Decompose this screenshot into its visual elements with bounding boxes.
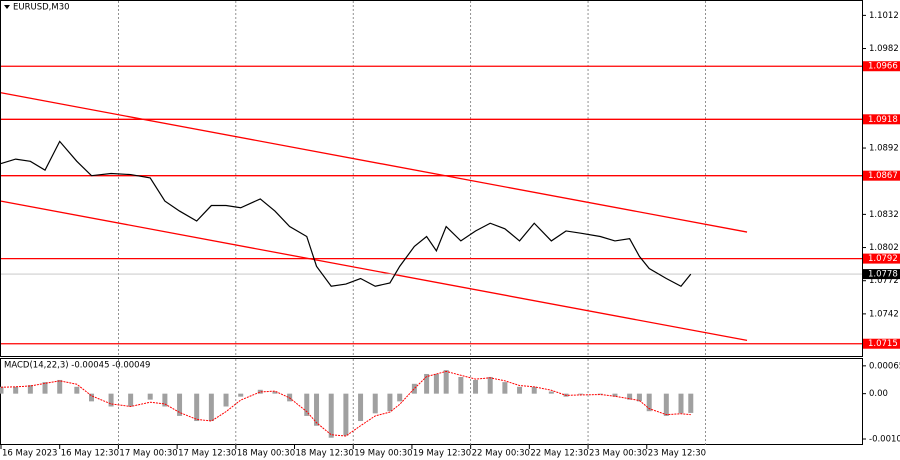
y-tick-label: 1.1012	[869, 11, 899, 21]
macd-bar	[517, 386, 523, 394]
macd-bar	[314, 393, 320, 426]
macd-bar	[636, 393, 642, 402]
macd-bar	[223, 393, 229, 407]
macd-frame	[0, 358, 863, 445]
macd-bar	[424, 373, 430, 394]
macd-bar	[548, 391, 554, 394]
y-tick-label: 1.0802	[869, 243, 899, 253]
level-box	[863, 170, 900, 181]
x-tick-label: 22 May 12:30	[530, 449, 588, 459]
level-label: 1.0918	[868, 115, 898, 125]
macd-bar	[502, 382, 508, 394]
y-tick-label: 1.0772	[869, 276, 899, 286]
y-tick-label: 0.00065	[869, 361, 900, 371]
macd-bar	[487, 376, 493, 394]
price-line	[0, 140, 692, 288]
macd-bar	[13, 386, 19, 394]
y-tick-label: 0.00	[869, 389, 888, 399]
macd-bar	[128, 393, 134, 407]
macd-bar	[238, 393, 244, 397]
level-label: 1.0715	[868, 339, 898, 349]
x-tick-label: 23 May 00:30	[589, 449, 647, 459]
x-tick-label: 23 May 12:30	[648, 449, 706, 459]
macd-bar	[89, 393, 95, 402]
level-label: 1.0966	[868, 62, 898, 72]
y-tick-label: 1.0742	[869, 309, 899, 319]
macd-bar	[42, 382, 48, 394]
macd-bar	[612, 393, 618, 397]
x-tick-label: 19 May 12:30	[413, 449, 471, 459]
macd-bar	[304, 393, 310, 416]
x-tick-label: 16 May 12:30	[61, 449, 119, 459]
macd-bar	[688, 393, 694, 413]
y-tick-label: 1.0982	[869, 44, 899, 54]
y-tick-label: 1.0892	[869, 144, 899, 154]
chart-title: EURUSD,M30	[13, 3, 70, 13]
x-tick-label: 18 May 00:30	[237, 449, 295, 459]
macd-bar	[57, 379, 63, 394]
macd-bar	[358, 393, 364, 422]
macd-bar	[372, 393, 378, 414]
macd-title: MACD(14,22,3) -0.00045 -0.00049	[4, 361, 150, 371]
macd-bar	[458, 376, 464, 394]
macd-bar	[397, 393, 403, 402]
x-tick-label: 16 May 2023	[2, 449, 57, 459]
macd-bar	[177, 393, 183, 416]
level-box	[863, 253, 900, 264]
macd-bar	[387, 393, 393, 412]
macd-bar	[597, 393, 603, 395]
signal-line	[0, 370, 691, 437]
macd-bar	[208, 393, 214, 422]
macd-bar	[162, 393, 168, 407]
macd-bar	[0, 386, 4, 394]
x-tick-label: 17 May 12:30	[178, 449, 236, 459]
level-box	[863, 114, 900, 125]
macd-bar	[646, 393, 652, 412]
macd-bar	[678, 393, 684, 414]
macd-bar	[578, 393, 584, 395]
x-tick-label: 19 May 00:30	[354, 449, 412, 459]
level-box	[863, 338, 900, 349]
macd-bar	[328, 393, 334, 438]
x-tick-label: 22 May 00:30	[472, 449, 530, 459]
y-tick-label: 1.0832	[869, 210, 899, 220]
macd-bar	[433, 373, 439, 394]
macd-bar	[443, 370, 449, 394]
x-tick-label: 18 May 12:30	[296, 449, 354, 459]
current-price-label: 1.0778	[868, 270, 898, 280]
price-frame	[0, 0, 863, 357]
macd-bar	[272, 391, 278, 394]
trend-channel	[0, 200, 748, 342]
x-tick-label: 17 May 00:30	[119, 449, 177, 459]
level-box	[863, 61, 900, 72]
macd-bar	[627, 393, 633, 400]
macd-bar	[531, 386, 537, 394]
macd-bar	[147, 393, 153, 400]
macd-bar	[411, 383, 417, 394]
level-label: 1.0867	[868, 171, 898, 181]
macd-bar	[473, 379, 479, 394]
level-label: 1.0792	[868, 254, 898, 264]
macd-bar	[343, 393, 349, 436]
menu-triangle	[4, 5, 10, 9]
macd-bar	[74, 386, 80, 394]
macd-bar	[108, 393, 114, 407]
macd-bar	[27, 385, 33, 394]
macd-bar	[257, 389, 263, 394]
current-price-box	[863, 269, 900, 280]
trend-channel	[0, 92, 748, 233]
macd-bar	[663, 393, 669, 416]
macd-bar	[194, 393, 200, 422]
y-tick-label: -0.00106	[869, 435, 900, 445]
